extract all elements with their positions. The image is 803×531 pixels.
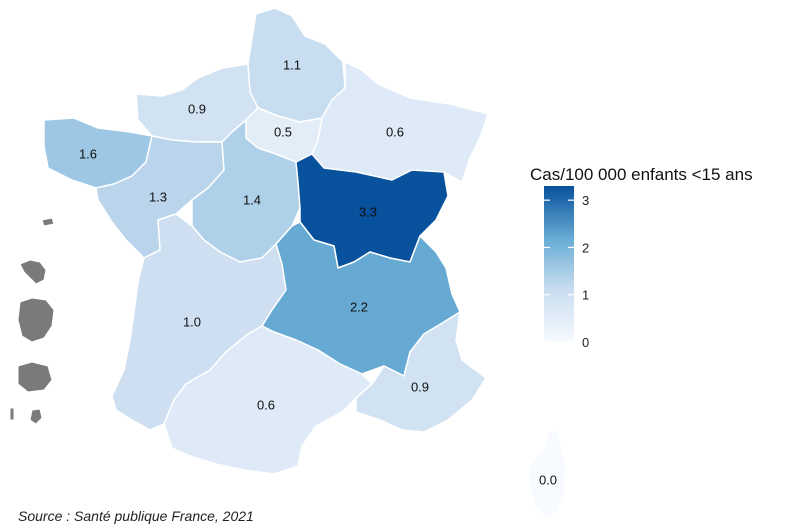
label-auvergne-rhone-alpes: 2.2	[350, 299, 368, 314]
overseas-territories	[9, 217, 55, 425]
legend-ticks: 0 1 2 3	[544, 193, 589, 350]
overseas-mayotte	[29, 408, 43, 425]
label-hauts-de-france: 1.1	[283, 57, 301, 72]
label-nouvelle-aquitaine: 1.0	[183, 314, 201, 329]
label-bourgogne-franche-comte: 3.3	[359, 204, 377, 219]
legend-tick-label-1: 1	[582, 288, 589, 303]
legend-tick-label-0: 0	[582, 335, 589, 350]
label-normandie: 0.9	[188, 101, 206, 116]
label-grand-est: 0.6	[386, 124, 404, 139]
color-legend: Cas/100 000 enfants <15 ans 0 1 2 3	[530, 165, 753, 350]
source-caption: Source : Santé publique France, 2021	[18, 508, 254, 524]
legend-tick-label-2: 2	[582, 240, 589, 255]
regions	[43, 7, 567, 519]
overseas-small-2	[9, 407, 15, 421]
overseas-small-1	[41, 217, 55, 227]
label-bretagne: 1.6	[79, 146, 97, 161]
overseas-guadeloupe	[19, 259, 47, 285]
label-occitanie: 0.6	[257, 397, 275, 412]
legend-colorbar	[544, 186, 574, 342]
label-centre-val-de-loire: 1.4	[243, 192, 261, 207]
label-provence-alpes-cote-dazur: 0.9	[411, 379, 429, 394]
region-occitanie	[163, 325, 373, 475]
label-corse: 0.0	[539, 472, 557, 487]
region-corse	[527, 429, 567, 519]
label-pays-de-la-loire: 1.3	[149, 189, 167, 204]
region-provence-alpes-cote-dazur	[355, 311, 487, 433]
overseas-guyane	[17, 297, 55, 343]
legend-title: Cas/100 000 enfants <15 ans	[530, 165, 753, 184]
label-ile-de-france: 0.5	[274, 124, 292, 139]
legend-tick-label-3: 3	[582, 193, 589, 208]
region-labels: 1.1 0.9 0.5 0.6 1.6 1.3 1.4 3.3 1.0 2.2 …	[79, 57, 557, 487]
overseas-reunion	[17, 361, 53, 393]
